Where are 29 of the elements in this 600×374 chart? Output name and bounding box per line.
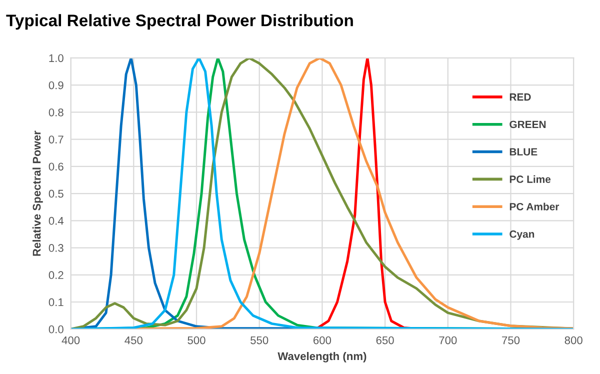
x-tick-label: 650 bbox=[376, 336, 394, 344]
x-tick-label: 700 bbox=[439, 336, 457, 344]
y-tick-label: 0.9 bbox=[48, 81, 64, 90]
chart-title: Typical Relative Spectral Power Distribution bbox=[6, 14, 353, 30]
legend-label: GREEN bbox=[510, 120, 546, 128]
x-tick-label: 600 bbox=[313, 336, 332, 344]
x-tick-label: 450 bbox=[124, 336, 142, 344]
legend-label: Cyan bbox=[510, 230, 534, 240]
y-tick-label: 0.5 bbox=[48, 190, 64, 198]
y-tick-label: 0.6 bbox=[48, 162, 64, 171]
y-tick-label: 0.2 bbox=[48, 271, 64, 280]
y-tick-label: 0.4 bbox=[48, 216, 64, 225]
legend-label: PC Lime bbox=[510, 175, 551, 183]
x-tick-label: 750 bbox=[502, 336, 520, 344]
legend-label: RED bbox=[510, 93, 531, 101]
x-tick-label: 800 bbox=[564, 336, 582, 344]
y-tick-label: 0.0 bbox=[48, 325, 64, 334]
x-tick-label: 550 bbox=[250, 336, 268, 344]
legend-label: PC Amber bbox=[510, 202, 560, 210]
y-tick-label: 1.0 bbox=[49, 54, 64, 62]
y-tick-label: 0.1 bbox=[48, 298, 64, 306]
y-tick-label: 0.8 bbox=[48, 108, 64, 116]
y-axis-title: Relative Spectral Power bbox=[32, 130, 43, 256]
x-tick-label: 500 bbox=[188, 336, 206, 344]
x-axis-title: Wavelength (nm) bbox=[278, 352, 366, 362]
y-tick-label: 0.3 bbox=[48, 244, 64, 252]
y-tick-label: 0.7 bbox=[48, 136, 64, 144]
legend-label: BLUE bbox=[510, 148, 538, 156]
x-tick-label: 400 bbox=[62, 336, 80, 344]
